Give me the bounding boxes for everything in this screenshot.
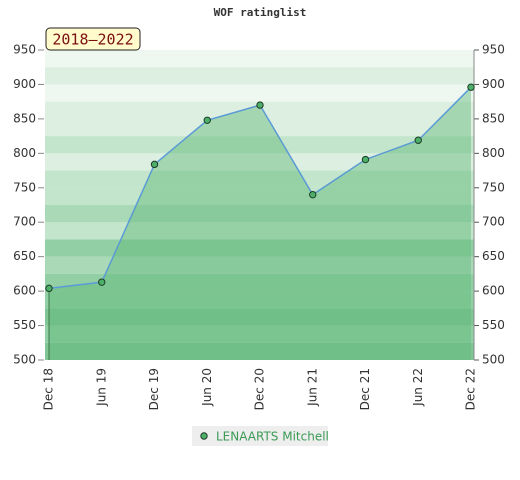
y-tick-label: 550 bbox=[13, 318, 36, 332]
x-tick-label: Jun 21 bbox=[305, 368, 319, 407]
point bbox=[150, 160, 159, 169]
x-tick-label: Dec 20 bbox=[253, 368, 267, 410]
plot-stripe bbox=[45, 342, 474, 360]
y-tick-label: 950 bbox=[13, 43, 36, 57]
y-tick-label: 650 bbox=[13, 249, 36, 263]
plot-stripe bbox=[45, 118, 474, 137]
plot-stripe bbox=[45, 325, 474, 343]
y2-tick-label: 600 bbox=[482, 284, 505, 298]
point bbox=[256, 101, 264, 109]
y2-tick-label: 850 bbox=[482, 111, 505, 125]
point bbox=[467, 83, 475, 91]
point bbox=[98, 278, 106, 286]
x-tick-label: Dec 18 bbox=[42, 368, 56, 410]
y2-tick-label: 500 bbox=[482, 353, 505, 367]
y-tick-label: 700 bbox=[13, 215, 36, 229]
annotation-box bbox=[45, 27, 141, 51]
plot-stripe bbox=[45, 101, 474, 119]
point bbox=[361, 155, 370, 164]
y-tick-label: 900 bbox=[13, 77, 36, 91]
x-tick-label: Dec 21 bbox=[358, 368, 372, 410]
legend-box bbox=[192, 426, 328, 446]
plot-stripe bbox=[45, 273, 474, 292]
plot-stripe bbox=[45, 136, 474, 154]
y-tick-label: 800 bbox=[13, 146, 36, 160]
y2-tick-label: 650 bbox=[482, 249, 505, 263]
x-tick-label: Jun 22 bbox=[411, 368, 425, 407]
plot-stripe bbox=[45, 50, 474, 68]
y2-tick-label: 950 bbox=[482, 43, 505, 57]
plot-stripe bbox=[45, 84, 474, 102]
plot-stripe bbox=[45, 308, 474, 326]
plot-stripe bbox=[45, 170, 474, 188]
plot-stripe bbox=[45, 291, 474, 309]
y2-tick-label: 750 bbox=[482, 180, 505, 194]
x-tick-label: Jun 20 bbox=[200, 368, 214, 407]
point bbox=[45, 284, 53, 293]
plot-stripe bbox=[45, 222, 474, 240]
chart-title: WOF ratinglist bbox=[214, 6, 307, 19]
y-tick-label: 750 bbox=[13, 180, 36, 194]
legend-label: LENAARTS Mitchell bbox=[216, 430, 329, 444]
plot-stripe bbox=[45, 205, 474, 223]
x-tick-label: Jun 19 bbox=[94, 368, 108, 407]
point bbox=[309, 190, 317, 199]
plot-stripe bbox=[45, 67, 474, 85]
point bbox=[203, 116, 211, 124]
annotation: 2018–2022 bbox=[52, 31, 133, 49]
plot-stripe bbox=[45, 187, 474, 205]
y2-tick-label: 800 bbox=[482, 146, 505, 160]
legend-marker bbox=[200, 432, 208, 440]
y-tick-label: 600 bbox=[13, 284, 36, 298]
y-tick-label: 500 bbox=[13, 353, 36, 367]
y2-tick-label: 700 bbox=[482, 215, 505, 229]
y-tick-label: 850 bbox=[13, 111, 36, 125]
y2-tick-label: 900 bbox=[482, 77, 505, 91]
x-tick-label: Dec 22 bbox=[464, 368, 478, 410]
plot-stripe bbox=[45, 239, 474, 257]
area bbox=[49, 87, 471, 360]
point bbox=[414, 136, 422, 144]
x-tick-label: Dec 19 bbox=[147, 368, 161, 410]
y2-tick-label: 550 bbox=[482, 318, 505, 332]
plot-stripe bbox=[45, 256, 474, 274]
